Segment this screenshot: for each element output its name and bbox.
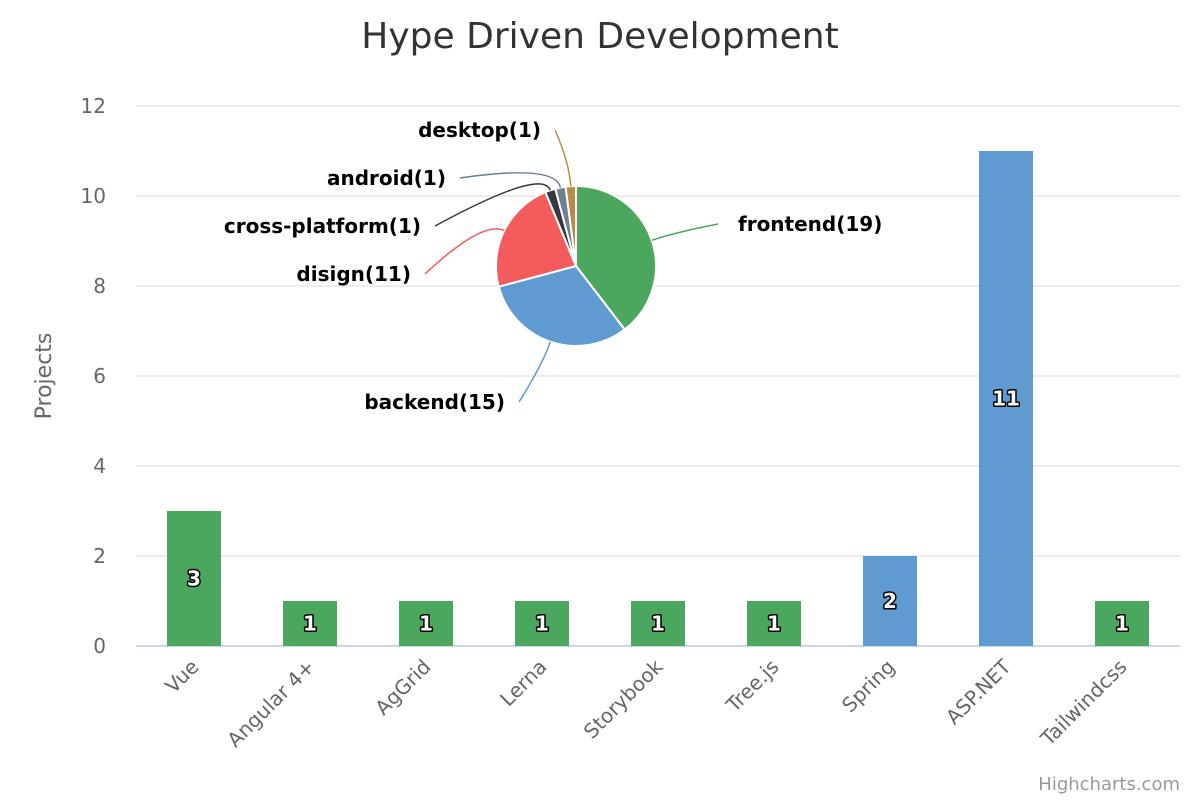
pie-data-label: desktop(1) (418, 118, 541, 142)
y-tick-label: 0 (93, 634, 106, 658)
x-tick-label: Tailwindcss (1035, 655, 1131, 751)
pie-slice[interactable] (497, 264, 627, 347)
bar-data-label: 1 (303, 612, 317, 636)
y-tick-label: 8 (93, 274, 106, 298)
y-tick-label: 12 (81, 94, 106, 118)
bar[interactable] (747, 601, 801, 646)
bar-data-label: 1 (651, 612, 665, 636)
bar-data-label: 11 (992, 387, 1020, 411)
pie-connector (651, 223, 719, 241)
y-axis-ticks: 0 2 4 6 8 10 12 (81, 94, 106, 658)
pie-series: frontend(19) backend(15) disign(11) cross-p… (224, 118, 882, 414)
y-tick-label: 6 (93, 364, 106, 388)
pie-slice[interactable] (575, 184, 657, 331)
pie-slice[interactable] (495, 190, 578, 288)
x-tick-label: Lerna (495, 655, 552, 712)
pie-data-label: backend(15) (364, 390, 505, 414)
bar[interactable] (1095, 601, 1149, 646)
x-tick-label: ASP.NET (941, 654, 1016, 729)
x-tick-label: Spring (837, 655, 900, 718)
chart-title: Hype Driven Development (361, 16, 838, 57)
bar[interactable] (399, 601, 453, 646)
bar[interactable] (167, 511, 221, 646)
y-tick-label: 10 (81, 184, 106, 208)
pie-data-label: android(1) (327, 166, 446, 190)
pie-data-label: cross-platform(1) (224, 214, 421, 238)
pie-connector (518, 341, 551, 403)
pie-connector (424, 228, 505, 275)
pie-data-label: disign(11) (296, 262, 411, 286)
x-tick-label: Vue (160, 655, 203, 698)
y-tick-label: 2 (93, 544, 106, 568)
bar[interactable] (631, 601, 685, 646)
bar[interactable] (863, 556, 917, 646)
x-tick-label: AgGrid (370, 655, 435, 720)
y-tick-label: 4 (93, 454, 106, 478)
x-tick-label: Storybook (579, 654, 668, 743)
bar-data-label: 1 (1115, 612, 1129, 636)
bar-data-label: 2 (883, 589, 897, 613)
pie-connector (554, 129, 572, 187)
pie-connector (434, 183, 551, 227)
x-axis-labels: Vue Angular 4+ AgGrid Lerna Storybook Tree.js… (160, 654, 1131, 752)
bar-data-label: 1 (419, 612, 433, 636)
bar[interactable] (283, 601, 337, 646)
bar[interactable] (979, 151, 1033, 646)
y-axis-title: Projects (32, 333, 57, 420)
bar-data-label: 1 (535, 612, 549, 636)
pie-connector (459, 172, 562, 188)
bar-data-label: 3 (187, 567, 201, 591)
bar-data-label: 1 (767, 612, 781, 636)
x-tick-label: Tree.js (721, 655, 784, 718)
x-tick-label: Angular 4+ (222, 655, 319, 752)
pie-data-label: frontend(19) (738, 212, 882, 236)
credits-link[interactable]: Highcharts.com (1038, 774, 1180, 795)
bar[interactable] (515, 601, 569, 646)
